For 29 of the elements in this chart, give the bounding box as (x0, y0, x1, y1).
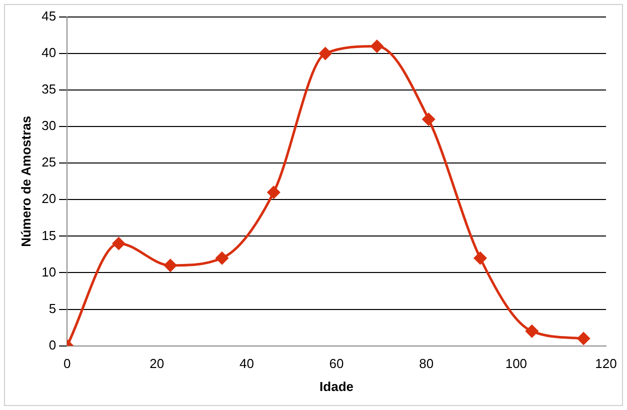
y-tick-label: 10 (42, 264, 56, 280)
y-axis-title: Número de Amostras (18, 116, 34, 247)
point (319, 47, 332, 60)
x-tick-label: 80 (419, 356, 434, 372)
x-axis-title: Idade (320, 378, 354, 394)
point (526, 324, 538, 338)
point (370, 40, 384, 52)
y-tick-label: 0 (48, 337, 56, 352)
point (112, 237, 125, 250)
point (164, 259, 177, 272)
x-tick-label: 100 (505, 356, 528, 372)
y-tick-label: 35 (42, 82, 56, 97)
x-tick-label: 20 (150, 356, 164, 372)
x-tick-label: 120 (595, 356, 617, 372)
y-tick-label: 25 (42, 154, 56, 170)
y-tick-label: 5 (48, 300, 56, 316)
y-tick-label: 20 (42, 191, 56, 206)
x-tick-label: 60 (329, 356, 344, 372)
point (577, 332, 590, 345)
point (267, 186, 280, 199)
x-tick-label: 40 (239, 356, 254, 372)
y-tick-label: 40 (42, 45, 56, 60)
x-tick-label: 0 (63, 356, 71, 372)
point (474, 252, 486, 264)
y-tick-label: 30 (42, 118, 56, 134)
point (216, 252, 228, 264)
y-tick-label: 45 (42, 8, 56, 24)
y-tick-label: 15 (42, 228, 56, 243)
point (422, 113, 435, 126)
